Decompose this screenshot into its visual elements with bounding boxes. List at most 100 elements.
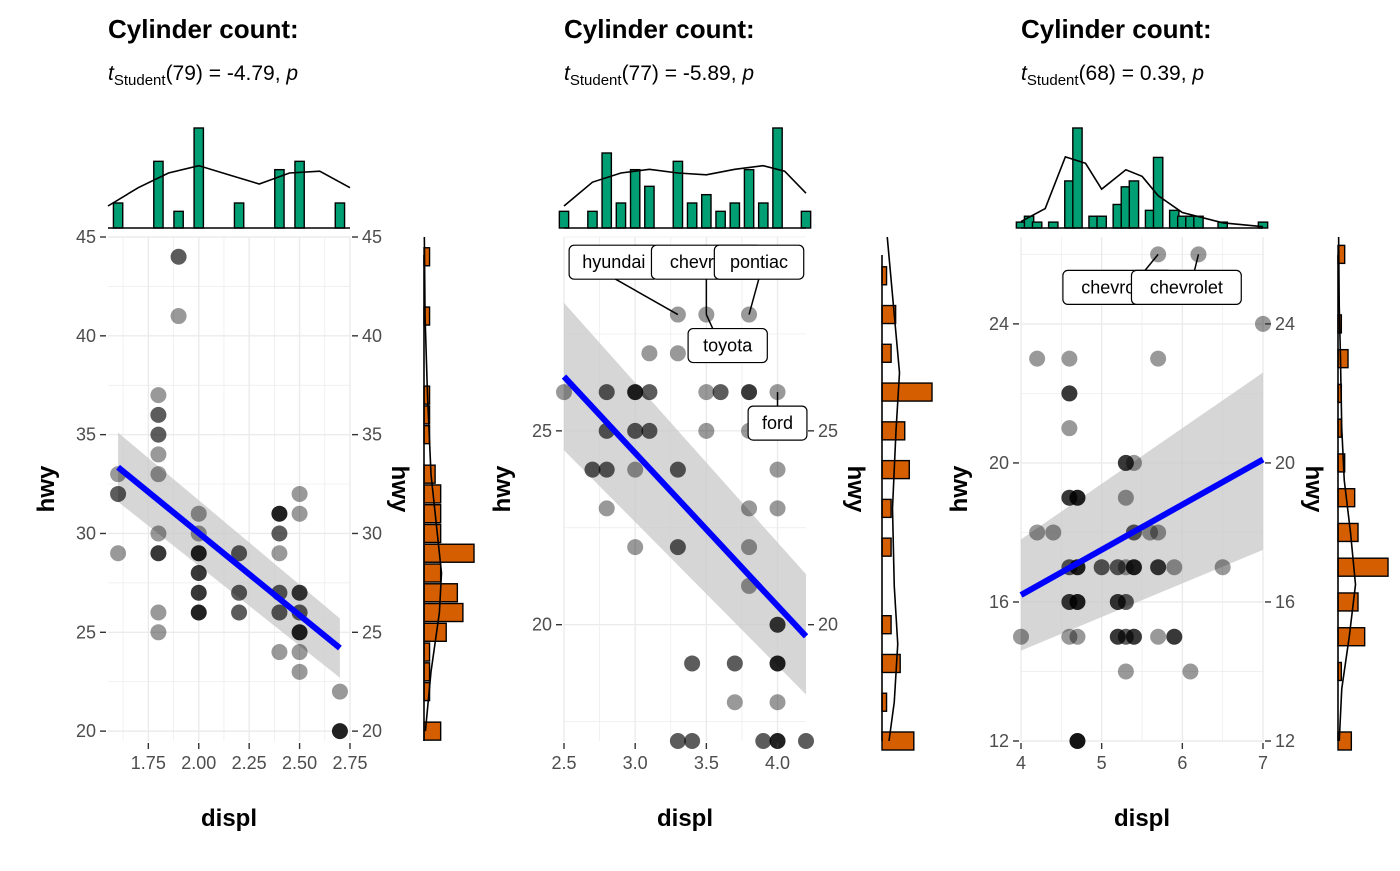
x-density-curve — [563, 164, 807, 207]
label-box — [1130, 269, 1242, 305]
x-hist-bar — [757, 202, 769, 229]
y-hist-bar — [881, 382, 933, 402]
data-point — [291, 485, 308, 502]
data-point — [190, 565, 207, 581]
panel-subtitle: tStudent(68) = 0.39, p — [1021, 62, 1204, 89]
label-text: ford — [762, 413, 793, 433]
data-point — [698, 422, 715, 439]
y-hist-bar — [881, 343, 892, 364]
data-point — [1013, 628, 1029, 645]
data-point — [769, 461, 786, 478]
regression-line — [1019, 456, 1265, 598]
label-box — [747, 405, 808, 441]
data-point — [556, 384, 572, 401]
data-point — [1166, 628, 1183, 645]
label-text: pontiac — [730, 252, 788, 272]
y-axis-title: hwy — [946, 465, 973, 512]
confidence-band — [564, 302, 806, 695]
x-tick-label: 2.50 — [282, 753, 317, 773]
subtitle-statistic: (77) = -5.89, — [622, 62, 743, 85]
y-marginal-histogram — [1337, 236, 1389, 751]
data-point — [669, 345, 686, 362]
data-point — [1117, 489, 1134, 506]
x-hist-bar — [800, 210, 812, 229]
x-hist-bar — [587, 210, 598, 229]
data-point — [627, 422, 644, 439]
data-point — [190, 505, 207, 522]
x-tick-label: 5 — [1097, 753, 1107, 773]
data-point — [798, 733, 814, 749]
panel-3: Cylinder count: tStudent(68) = 0.39, p che… — [946, 14, 1389, 832]
y-hist-bar — [1337, 557, 1389, 577]
y-hist-bar — [423, 602, 464, 623]
y-tick-label: 35 — [76, 425, 96, 445]
x-hist-bar — [112, 202, 124, 229]
data-point — [669, 733, 686, 749]
x-tick-label: 2.5 — [551, 753, 576, 773]
data-point — [1182, 663, 1199, 680]
data-point — [271, 644, 288, 661]
data-point — [684, 733, 701, 749]
subtitle-p-symbol: p — [1191, 62, 1204, 85]
data-point — [150, 387, 167, 404]
y-tick-label: 20 — [989, 453, 1009, 473]
x-axis-title: displ — [657, 805, 713, 832]
y-hist-bar — [423, 563, 442, 583]
y-tick-label-right: 45 — [362, 227, 382, 247]
data-point — [331, 683, 348, 700]
data-point — [584, 461, 601, 478]
y-hist-bar — [1337, 592, 1359, 612]
x-hist-bar — [715, 210, 726, 229]
data-point — [1061, 385, 1078, 402]
data-point — [291, 505, 308, 522]
data-point — [1061, 628, 1078, 645]
data-point — [1255, 315, 1271, 332]
x-tick-label: 2.75 — [332, 753, 367, 773]
x-hist-bar — [629, 168, 641, 229]
y-tick-label: 25 — [532, 421, 552, 441]
y-tick-label: 45 — [76, 227, 96, 247]
y-axis-title-right: hwy — [1300, 466, 1327, 513]
x-hist-bar — [153, 160, 164, 229]
data-point — [231, 545, 248, 562]
data-point — [1150, 559, 1167, 576]
data-point — [598, 384, 615, 401]
x-hist-bar — [1096, 215, 1108, 229]
data-point — [769, 616, 786, 633]
data-point — [755, 733, 772, 749]
data-point — [627, 461, 644, 478]
y-tick-label: 40 — [76, 326, 96, 346]
x-axis: 4 5 6 7 — [1016, 743, 1268, 773]
y-tick-label-right: 40 — [362, 326, 382, 346]
subtitle-p-symbol: p — [741, 62, 754, 85]
data-point — [1150, 628, 1167, 645]
x-tick-label: 2.00 — [181, 753, 216, 773]
x-marginal-histogram — [1015, 127, 1269, 229]
x-axis-title: displ — [1114, 805, 1170, 832]
x-hist-bar — [700, 193, 712, 229]
data-point — [271, 525, 288, 542]
y-hist-bar — [881, 498, 892, 519]
data-point — [1117, 454, 1134, 471]
y-hist-bar — [881, 731, 915, 751]
y-tick-label: 20 — [76, 721, 96, 741]
data-point — [669, 539, 686, 556]
y-hist-bar — [423, 464, 436, 484]
data-point — [1142, 524, 1159, 541]
y-marginal-histogram — [881, 236, 933, 751]
x-hist-bar — [558, 210, 570, 229]
data-point — [331, 723, 348, 740]
y-tick-label: 30 — [76, 523, 96, 543]
data-point — [669, 461, 686, 478]
data-point — [1069, 593, 1086, 610]
data-point — [291, 584, 308, 601]
label-box — [687, 327, 768, 364]
panel-2: Cylinder count: tStudent(77) = -5.89, p hy… — [489, 14, 933, 832]
data-point — [190, 545, 207, 562]
subtitle-subscript: Student — [1027, 72, 1080, 89]
y-hist-bar — [423, 543, 475, 563]
data-point — [726, 655, 743, 672]
data-point — [1125, 454, 1142, 471]
data-point — [190, 604, 207, 621]
